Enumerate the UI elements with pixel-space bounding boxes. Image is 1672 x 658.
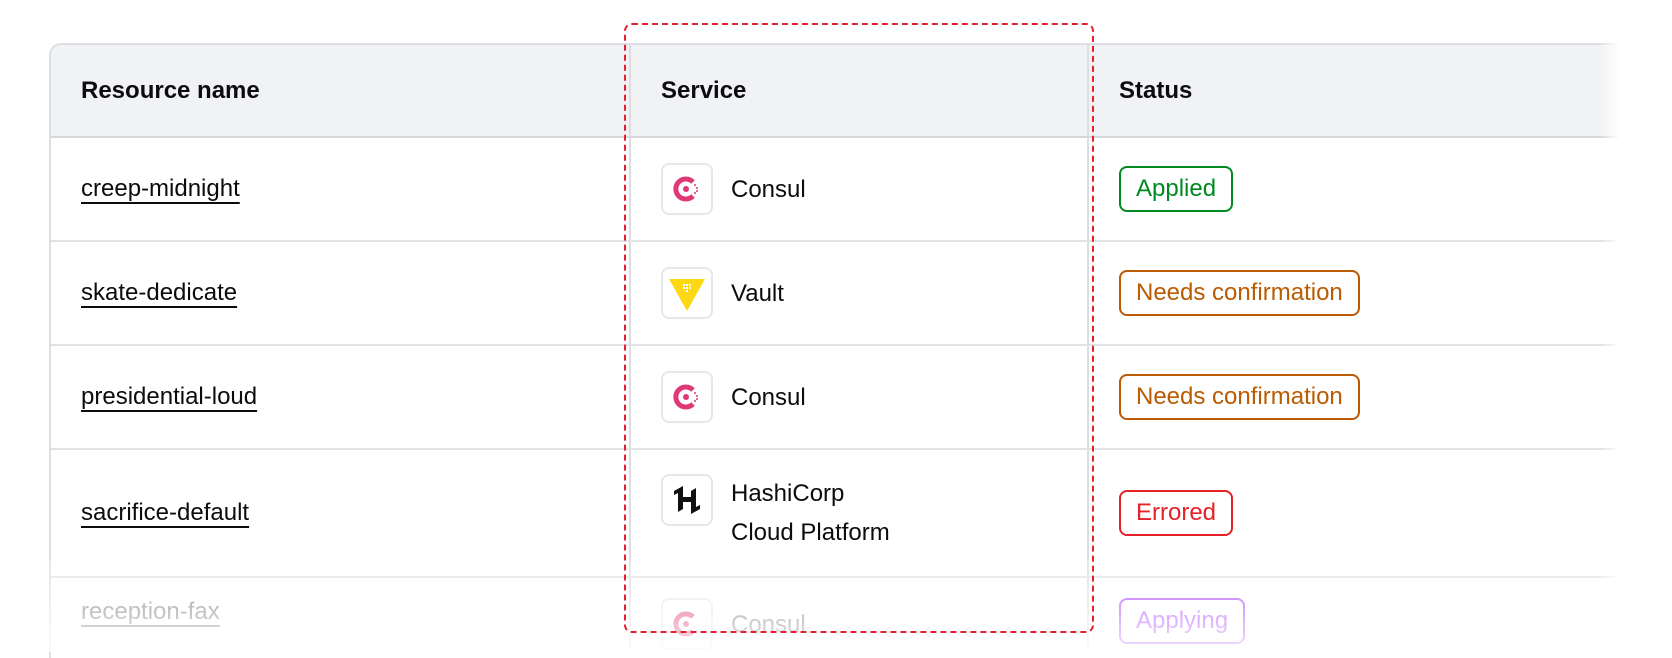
service-name: HashiCorp Cloud Platform xyxy=(731,480,890,546)
resource-link[interactable]: presidential-loud xyxy=(81,383,258,410)
right-fade-overlay xyxy=(1600,40,1620,652)
table-header: Resource name Service Status xyxy=(51,45,1619,138)
column-header-service[interactable]: Service xyxy=(629,45,1089,136)
status-badge: Errored xyxy=(1119,490,1234,536)
consul-icon xyxy=(661,371,713,423)
column-header-resource-name[interactable]: Resource name xyxy=(81,76,260,104)
service-name: Vault xyxy=(731,279,784,307)
table-row: presidential-loud Consul Needs confirmat… xyxy=(51,346,1619,450)
consul-icon xyxy=(661,163,713,215)
status-badge: Applied xyxy=(1119,166,1234,212)
resources-table: Resource name Service Status creep-midni… xyxy=(49,43,1619,658)
table-row: reception-fax Consul Applying xyxy=(51,578,1619,658)
consul-icon xyxy=(661,598,713,650)
status-badge: Needs confirmation xyxy=(1119,270,1360,316)
service-name: Consul xyxy=(731,383,806,411)
resource-link[interactable]: creep-midnight xyxy=(81,175,240,202)
hcp-icon xyxy=(661,474,713,526)
vault-icon xyxy=(661,267,713,319)
resource-link[interactable]: reception-fax xyxy=(81,598,220,625)
column-header-status[interactable]: Status xyxy=(1119,76,1193,104)
service-name: Consul xyxy=(731,175,806,203)
table-row: creep-midnight Consul Applied xyxy=(51,138,1619,242)
resource-link[interactable]: sacrifice-default xyxy=(81,499,250,526)
status-badge: Applying xyxy=(1119,598,1246,644)
status-badge: Needs confirmation xyxy=(1119,374,1360,420)
table-row: skate-dedicate Vault Needs confirmation xyxy=(51,242,1619,346)
table-row: sacrifice-default HashiCorp Cloud Platfor… xyxy=(51,450,1619,578)
resource-link[interactable]: skate-dedicate xyxy=(81,279,238,306)
service-name: Consul xyxy=(731,610,806,638)
